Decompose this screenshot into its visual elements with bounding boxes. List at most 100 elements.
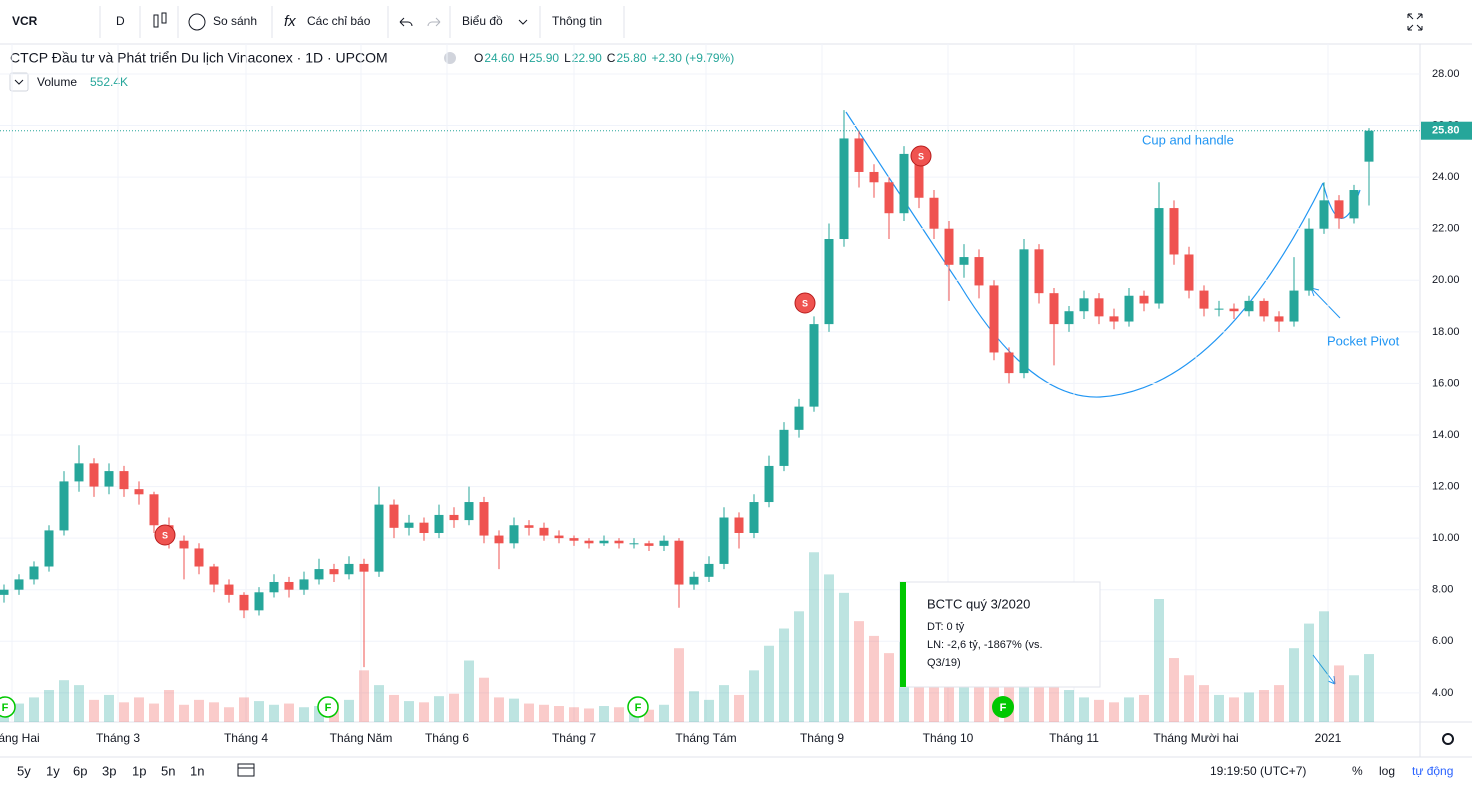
candle-body: [239, 594, 249, 611]
range-button[interactable]: 3p: [102, 763, 116, 778]
volume-bar: [239, 697, 249, 722]
y-tick-label: 16.00: [1432, 377, 1460, 389]
volume-bar: [869, 635, 879, 722]
volume-value: 552.4K: [90, 75, 128, 89]
event-marker: [992, 696, 1014, 718]
auto-toggle[interactable]: tự động: [1412, 764, 1453, 778]
volume-bar: [764, 645, 774, 722]
marker-label[interactable]: F: [325, 702, 332, 714]
candle-body: [1109, 316, 1119, 322]
candle-body: [1094, 298, 1104, 317]
candle-body: [1064, 311, 1074, 325]
range-button[interactable]: 1y: [46, 763, 60, 778]
range-button[interactable]: 1p: [132, 763, 146, 778]
volume-bar: [554, 706, 564, 722]
volume-bar: [194, 699, 204, 722]
settings-icon[interactable]: [1442, 733, 1454, 745]
symbol-name: CTCP Đầu tư và Phát triển Du lịch Vinaco…: [10, 50, 388, 66]
event-marker: [0, 696, 16, 718]
candle-body: [194, 548, 204, 567]
indicators-button[interactable]: Các chỉ báo: [307, 14, 371, 28]
range-button[interactable]: 5n: [161, 763, 175, 778]
volume-bar: [539, 704, 549, 722]
candle-body: [119, 471, 129, 490]
volume-bar: [1049, 685, 1059, 722]
compare-button[interactable]: So sánh: [213, 14, 257, 28]
fullscreen-icon[interactable]: [1407, 13, 1423, 31]
volume-bar: [614, 707, 624, 722]
volume-bar: [1259, 690, 1269, 722]
volume-bar: [1079, 697, 1089, 722]
x-tick-label: Tháng 9: [800, 731, 844, 745]
volume-bar: [704, 699, 714, 722]
candle-body: [389, 504, 399, 528]
volume-bar: [1319, 611, 1329, 722]
tooltip-line: LN: -2,6 tỷ, -1867% (vs.: [927, 639, 1043, 651]
undo-icon[interactable]: [399, 17, 413, 27]
candle-body: [1124, 295, 1134, 322]
volume-bar: [1364, 654, 1374, 722]
percent-toggle[interactable]: %: [1352, 764, 1363, 778]
candle-body: [29, 566, 39, 580]
compare-icon[interactable]: [188, 13, 206, 31]
volume-bar: [854, 621, 864, 722]
volume-bar: [374, 685, 384, 722]
candle-body: [419, 522, 429, 533]
redo-icon[interactable]: [427, 17, 441, 27]
candle-body: [524, 525, 534, 528]
candle-body: [959, 257, 969, 265]
marker-label[interactable]: S: [918, 151, 924, 161]
log-toggle[interactable]: log: [1379, 764, 1395, 778]
candle-body: [494, 535, 504, 544]
marker-label[interactable]: F: [1000, 702, 1007, 714]
date-range-icon[interactable]: [237, 763, 255, 777]
range-button[interactable]: 5y: [17, 763, 31, 778]
candle-body: [314, 569, 324, 580]
volume-bar: [1184, 675, 1194, 722]
x-tick-label: Tháng Tám: [675, 731, 736, 745]
volume-bar: [1124, 697, 1134, 722]
candle-body: [1034, 249, 1044, 294]
volume-bar: [749, 670, 759, 722]
marker-label[interactable]: S: [802, 298, 808, 308]
marker-label[interactable]: F: [635, 702, 642, 714]
candle-body: [344, 563, 354, 575]
sell-marker: [910, 145, 932, 167]
candle-body: [1334, 200, 1344, 219]
toolbar: VCR D So sánh fx Các chỉ báo Biểu đồ Thô…: [12, 6, 1423, 38]
y-tick-label: 6.00: [1432, 635, 1453, 647]
candle-body: [1004, 352, 1014, 374]
ohlc-value: 24.60: [484, 51, 514, 65]
bottom-bar: 19:19:50 (UTC+7) % log tự động 5y 1y 6p 3p 1…: [17, 733, 1454, 778]
candle-body: [719, 517, 729, 564]
candle-body: [914, 153, 924, 198]
volume-bar: [584, 708, 594, 722]
candle-body: [749, 502, 759, 533]
collapse-button[interactable]: [9, 72, 29, 92]
legend-toggle[interactable]: [444, 52, 456, 64]
volume-bar: [779, 628, 789, 722]
candle-body: [224, 584, 234, 595]
chart-type-button[interactable]: Biểu đồ: [462, 14, 503, 28]
candle-icon[interactable]: [153, 12, 167, 28]
interval[interactable]: D: [116, 14, 125, 28]
volume-bar: [674, 648, 684, 722]
volume-bar: [29, 697, 39, 722]
candle-body: [149, 494, 159, 526]
candle-body: [359, 563, 369, 572]
symbol[interactable]: VCR: [12, 14, 38, 28]
y-tick-label: 24.00: [1432, 171, 1460, 183]
legend: CTCP Đầu tư và Phát triển Du lịch Vinaco…: [9, 50, 734, 92]
info-button[interactable]: Thông tin: [552, 14, 602, 28]
volume-bar: [104, 694, 114, 722]
volume-arrow: [1312, 654, 1336, 685]
marker-label[interactable]: F: [2, 702, 9, 714]
candle-body: [839, 138, 849, 240]
x-tick-label: Tháng 7: [552, 731, 596, 745]
fx-icon[interactable]: fx: [284, 13, 296, 30]
range-button[interactable]: 6p: [73, 763, 87, 778]
range-button[interactable]: 1n: [190, 763, 204, 778]
ohlc-key: L: [564, 51, 571, 65]
candle-body: [809, 324, 819, 407]
marker-label[interactable]: S: [162, 530, 168, 540]
